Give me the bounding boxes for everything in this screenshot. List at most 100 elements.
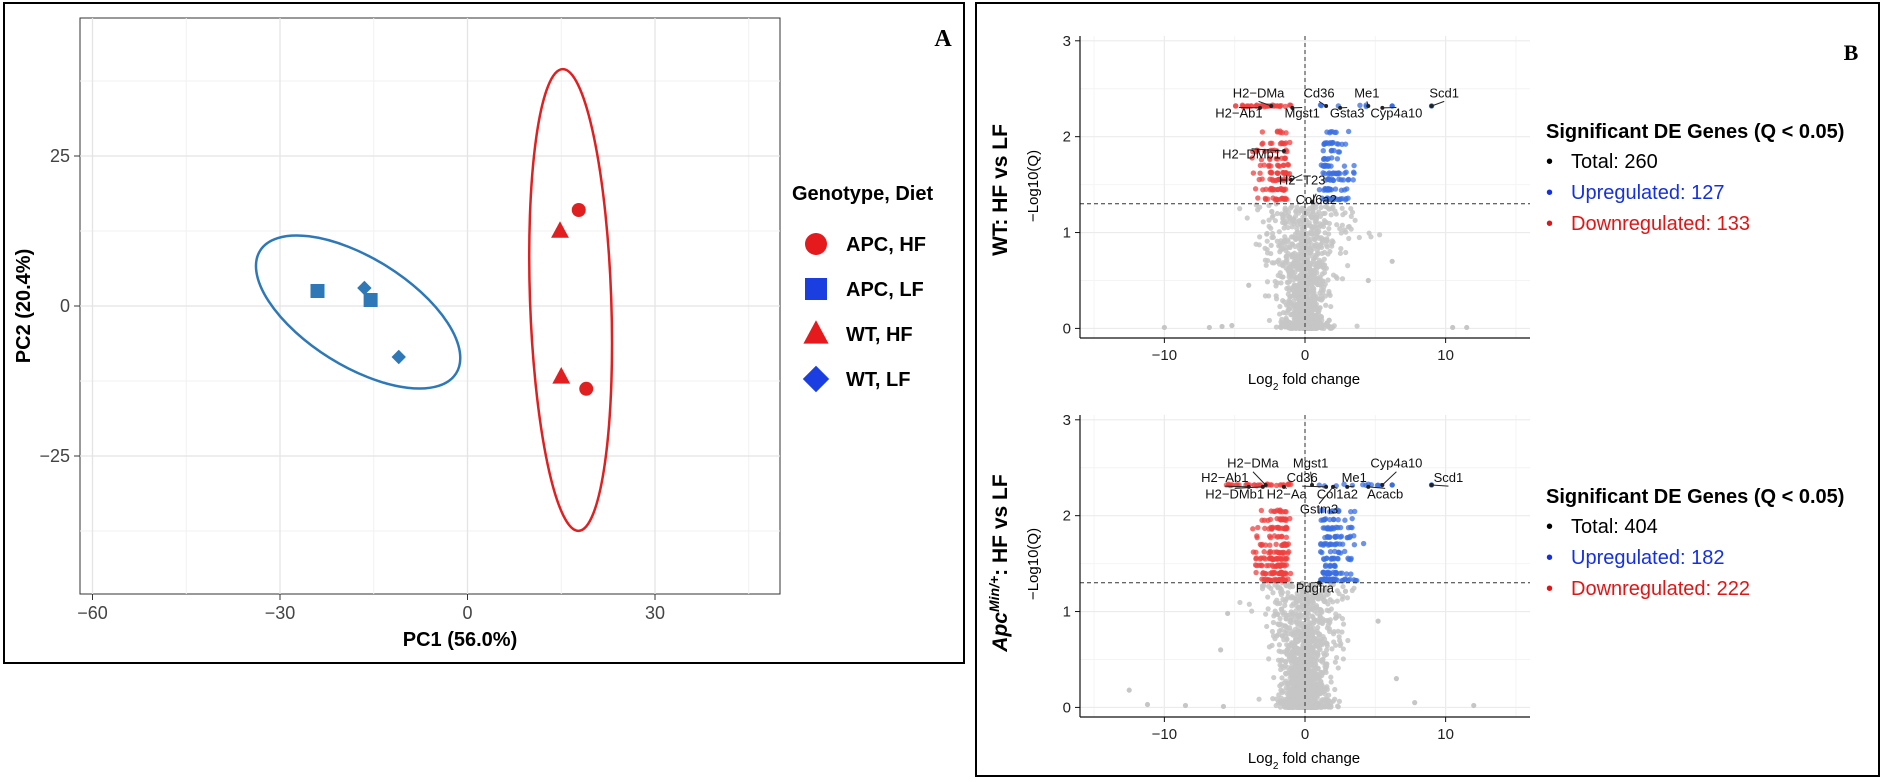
pca-x-tick-label: 0: [462, 603, 472, 623]
volcano-2-point-up: [1341, 481, 1347, 487]
volcano-1-point-ns: [1269, 230, 1276, 237]
volcano-1-point-ns: [1291, 282, 1297, 288]
volcano-1-point-up: [1325, 171, 1332, 177]
volcano-2-point-down: [1267, 570, 1273, 577]
volcano-2-point-ns: [1220, 703, 1227, 710]
volcano-2-labeled-point: [1324, 484, 1329, 489]
volcano-1-label-pointer: [1290, 174, 1303, 181]
panel-b-label: B: [1844, 40, 1859, 65]
volcano-2-point-ns: [1283, 671, 1289, 677]
volcano-1-point-ns: [1296, 296, 1303, 302]
volcano-2-point-ns: [1266, 644, 1273, 650]
volcano-2-point-ns: [1332, 686, 1338, 693]
volcano-1-point-up: [1332, 186, 1339, 192]
volcano-2-point-ns: [1276, 648, 1282, 654]
volcano-1-row-label: WT: HF vs LF: [989, 124, 1012, 256]
volcano-2-point-ns: [1312, 584, 1318, 590]
volcano-2-point-ns: [1324, 684, 1330, 690]
volcano-1-point-ns: [1276, 311, 1283, 317]
volcano-2-point-ns: [1287, 619, 1293, 625]
volcano-2-point-ns: [1218, 647, 1224, 653]
volcano-1-point-ns: [1291, 298, 1297, 304]
volcano-1-point-ns: [1348, 226, 1354, 232]
volcano-1-point-ns: [1309, 224, 1316, 230]
volcano-1-point-ns: [1289, 224, 1295, 230]
volcano-2-point-ns: [1339, 629, 1345, 635]
volcano-1-point-down: [1281, 186, 1287, 192]
volcano-2-point-ns: [1323, 696, 1329, 702]
volcano-1-point-ns: [1264, 230, 1270, 237]
volcano-1-point-ns: [1281, 299, 1288, 305]
volcano-1-point-down: [1275, 186, 1281, 193]
volcano-1-point-up: [1327, 186, 1333, 193]
volcano-2-point-down: [1266, 533, 1273, 539]
volcano-2-point-up: [1327, 549, 1334, 555]
volcano-1-labeled-point: [1324, 103, 1329, 108]
pca-plot: −60 −30 0 30 −25 0 25 PC1 (56.0%) PC2 (20.4%): [13, 17, 781, 651]
volcano-1-point-ns: [1292, 213, 1299, 220]
volcano-2-point-down: [1282, 541, 1288, 547]
volcano-1-point-ns: [1312, 297, 1318, 303]
volcano-1-labeled-point: [1290, 105, 1295, 110]
volcano-1-point-ns: [1308, 246, 1314, 252]
volcano-2-point-down: [1270, 563, 1276, 570]
volcano-1-point-ns: [1309, 231, 1316, 237]
volcano-2-point-ns: [1291, 668, 1298, 675]
volcano-1-point-ns: [1264, 250, 1271, 256]
volcano-2-point-ns: [1277, 699, 1283, 705]
volcano-1-point-ns: [1316, 235, 1322, 241]
volcano-2-point-ns: [1317, 646, 1323, 653]
volcano-2-point-down: [1283, 509, 1289, 515]
volcano-2-point-ns: [1328, 703, 1334, 709]
volcano-1-point-down: [1287, 139, 1293, 146]
volcano-1-point-ns: [1314, 314, 1320, 320]
volcano-2-gene-label: Cyp4a10: [1370, 456, 1422, 471]
volcano-1-point-ns: [1285, 224, 1291, 231]
volcano-2-point-ns: [1334, 598, 1340, 604]
volcano-2-point-ns: [1289, 686, 1295, 692]
volcano-2-point-down: [1253, 569, 1259, 576]
de-legend-2-down-text: Downregulated: 222: [1571, 578, 1750, 600]
volcano-1-point-ns: [1286, 287, 1292, 294]
volcano-1-point-ns: [1320, 262, 1326, 268]
volcano-2-point-ns: [1280, 688, 1286, 694]
volcano-2-point-ns: [1277, 600, 1283, 607]
volcano-1-point-ns: [1306, 237, 1312, 244]
volcano-2-point-down: [1259, 517, 1265, 523]
volcano-1-point-up: [1322, 162, 1328, 168]
pca-legend-label-apc-lf: APC, LF: [846, 279, 924, 301]
volcano-1-point-up: [1342, 141, 1349, 147]
volcano-1-point-ns: [1269, 260, 1275, 266]
volcano-2-point-ns: [1319, 609, 1325, 615]
volcano-2-point-up: [1360, 540, 1367, 547]
volcano-1-point-ns: [1300, 251, 1306, 258]
volcano-2-point-ns: [1264, 623, 1270, 630]
volcano-1-point-ns: [1354, 323, 1360, 329]
volcano-1-point-ns: [1293, 291, 1300, 297]
volcano-1-y-tick-label: 0: [1063, 320, 1071, 337]
pca-confidence-ellipse-1: [527, 67, 614, 533]
volcano-2-point-up: [1335, 549, 1342, 556]
volcano-1-point-ns: [1308, 280, 1314, 286]
volcano-1-point-ns: [1339, 222, 1345, 228]
volcano-2-point-ns: [1333, 611, 1339, 617]
volcano-1-point-ns: [1339, 276, 1346, 282]
volcano-1-point-ns: [1278, 273, 1284, 280]
volcano-1-point-ns: [1278, 211, 1285, 217]
volcano-2-point-ns: [1317, 674, 1323, 680]
pca-x-tick-label: 30: [645, 603, 665, 623]
volcano-2-point-up: [1322, 576, 1328, 582]
volcano-1-gene-label: Scd1: [1429, 85, 1459, 100]
volcano-1-point-down: [1281, 177, 1287, 184]
volcano-2-point-ns: [1322, 691, 1328, 697]
volcano-2-point-ns: [1330, 631, 1337, 637]
volcano-1-point-ns: [1287, 219, 1293, 225]
volcano-2-point-ns: [1315, 624, 1321, 631]
volcano-2-y-axis-title: −Log10(Q): [1025, 528, 1042, 600]
volcano-1-point-ns: [1313, 201, 1319, 207]
volcano-1-point-up: [1330, 196, 1337, 202]
volcano-2-point-ns: [1332, 659, 1338, 665]
volcano-2-gene-label: Pdgfra: [1296, 580, 1335, 595]
volcano-1-labeled-point: [1338, 105, 1343, 110]
